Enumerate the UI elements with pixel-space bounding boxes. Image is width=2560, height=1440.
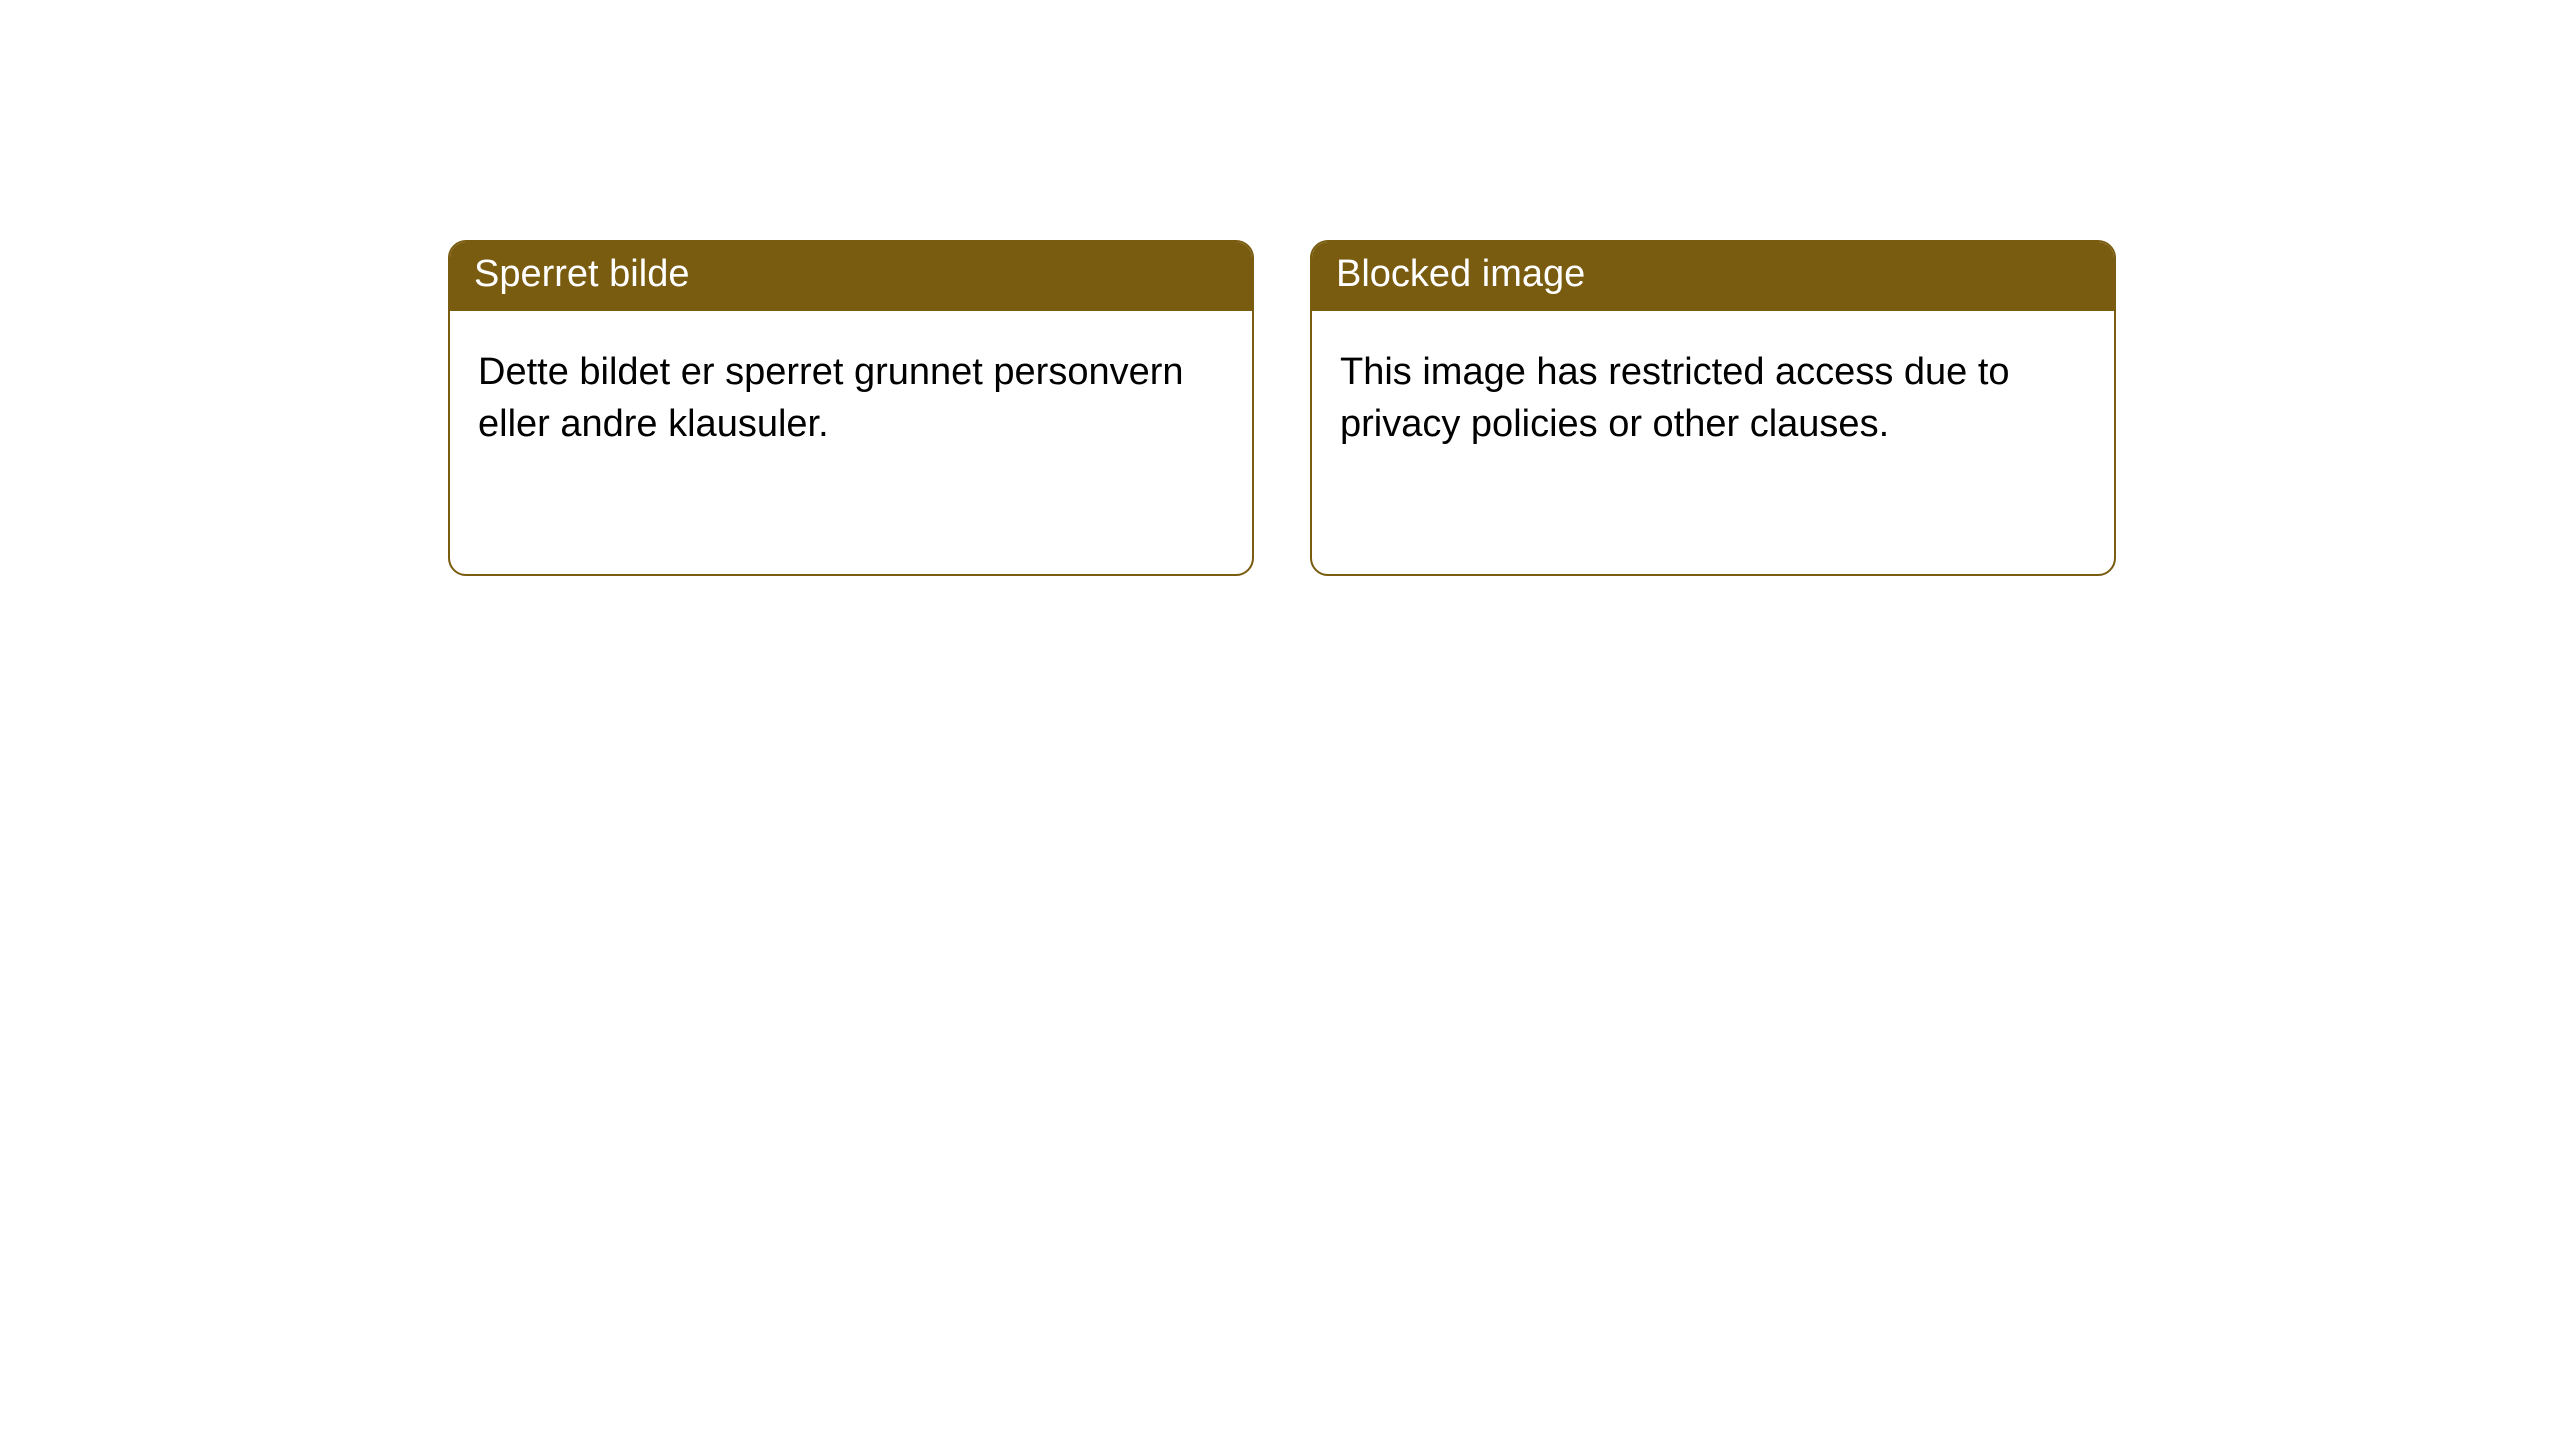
card-body: This image has restricted access due to … — [1312, 311, 2114, 486]
notice-cards-container: Sperret bilde Dette bildet er sperret gr… — [0, 0, 2560, 576]
notice-card-norwegian: Sperret bilde Dette bildet er sperret gr… — [448, 240, 1254, 576]
card-body: Dette bildet er sperret grunnet personve… — [450, 311, 1252, 486]
card-header: Sperret bilde — [450, 242, 1252, 311]
notice-card-english: Blocked image This image has restricted … — [1310, 240, 2116, 576]
card-header: Blocked image — [1312, 242, 2114, 311]
